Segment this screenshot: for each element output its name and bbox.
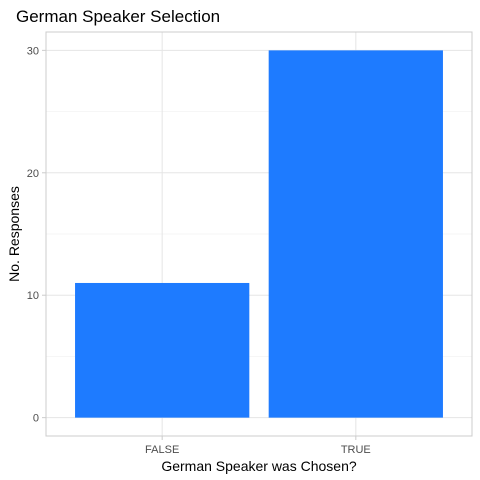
y-axis-label: No. Responses xyxy=(6,186,22,282)
bars xyxy=(75,50,443,418)
y-tick-label: 20 xyxy=(27,168,39,180)
y-tick-label: 30 xyxy=(27,45,39,57)
plot-area xyxy=(45,31,473,437)
x-tick-label: TRUE xyxy=(341,444,371,456)
chart-title: German Speaker Selection xyxy=(16,7,220,26)
bar-false xyxy=(75,282,250,418)
y-tick-label: 0 xyxy=(33,413,39,425)
y-tick-label: 10 xyxy=(27,290,39,302)
y-axis-ticks: 0 10 20 30 xyxy=(27,45,46,425)
bar-true xyxy=(268,50,443,418)
x-tick-label: FALSE xyxy=(145,444,179,456)
panel-border xyxy=(45,31,473,437)
x-axis-label: German Speaker was Chosen? xyxy=(161,458,357,474)
x-axis-ticks: FALSE TRUE xyxy=(145,436,371,456)
